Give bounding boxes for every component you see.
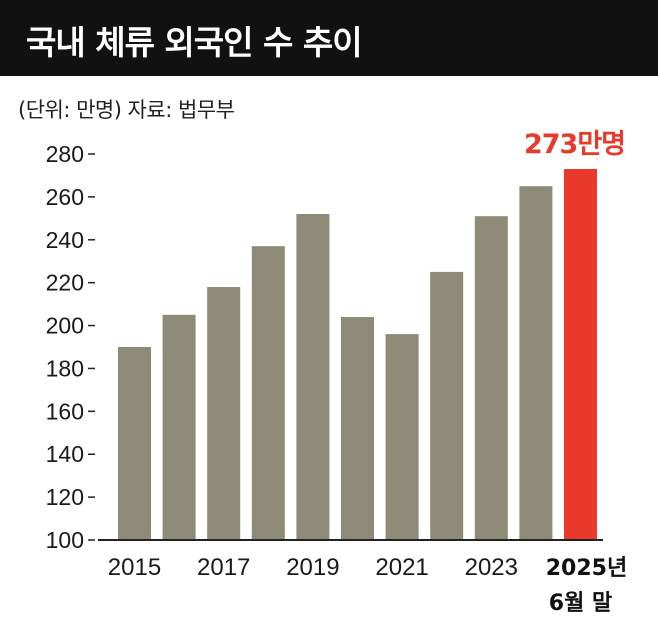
bar-2021: [385, 334, 419, 540]
y-tick-label-120: 120: [46, 484, 84, 510]
y-tick-label-200: 200: [46, 313, 84, 339]
x-tick-label-2017: 2017: [197, 554, 250, 581]
chart-title: 국내 체류 외국인 수 추이: [26, 23, 363, 62]
x-tick-label-2021: 2021: [375, 554, 428, 581]
y-tick-label-280: 280: [46, 141, 84, 167]
title-bar: 국내 체류 외국인 수 추이: [0, 0, 658, 76]
bar-2022: [430, 271, 464, 540]
bar-2018: [251, 246, 285, 540]
bars: [118, 169, 597, 540]
y-tick-label-100: 100: [46, 527, 84, 553]
y-tick-label-180: 180: [46, 355, 84, 381]
y-tick-label-140: 140: [46, 441, 84, 467]
bar-2023: [474, 216, 508, 540]
bar-2025년-6월-말: [564, 169, 597, 540]
y-tick-label-220: 220: [46, 270, 84, 296]
x-tick-label-2025-line1: 2025년: [546, 556, 627, 581]
y-tick-label-240: 240: [46, 227, 84, 253]
x-tick-label-2025-line2: 6월 말: [549, 591, 612, 616]
bar-2024: [519, 186, 553, 540]
highlight-value-label: 273만명: [524, 129, 625, 160]
bar-2017: [207, 287, 241, 540]
bar-2020: [341, 317, 374, 540]
annotations: 273만명: [524, 129, 626, 160]
x-tick-label-2019: 2019: [286, 554, 339, 581]
unit-source-note: (단위: 만명) 자료: 법무부: [18, 98, 235, 122]
bar-2016: [162, 314, 196, 540]
y-tick-label-260: 260: [46, 184, 84, 210]
x-axis: 2015 2017 2019 2021 2023 2025년 6월 말: [98, 539, 627, 616]
x-tick-label-2015: 2015: [108, 554, 161, 581]
bar-2015: [118, 347, 151, 540]
y-axis: 100 120 140 160 180 200 220 240 260 280: [46, 141, 95, 553]
y-tick-label-160: 160: [46, 398, 84, 424]
bar-2019: [296, 214, 330, 540]
x-tick-label-2023: 2023: [465, 554, 518, 581]
